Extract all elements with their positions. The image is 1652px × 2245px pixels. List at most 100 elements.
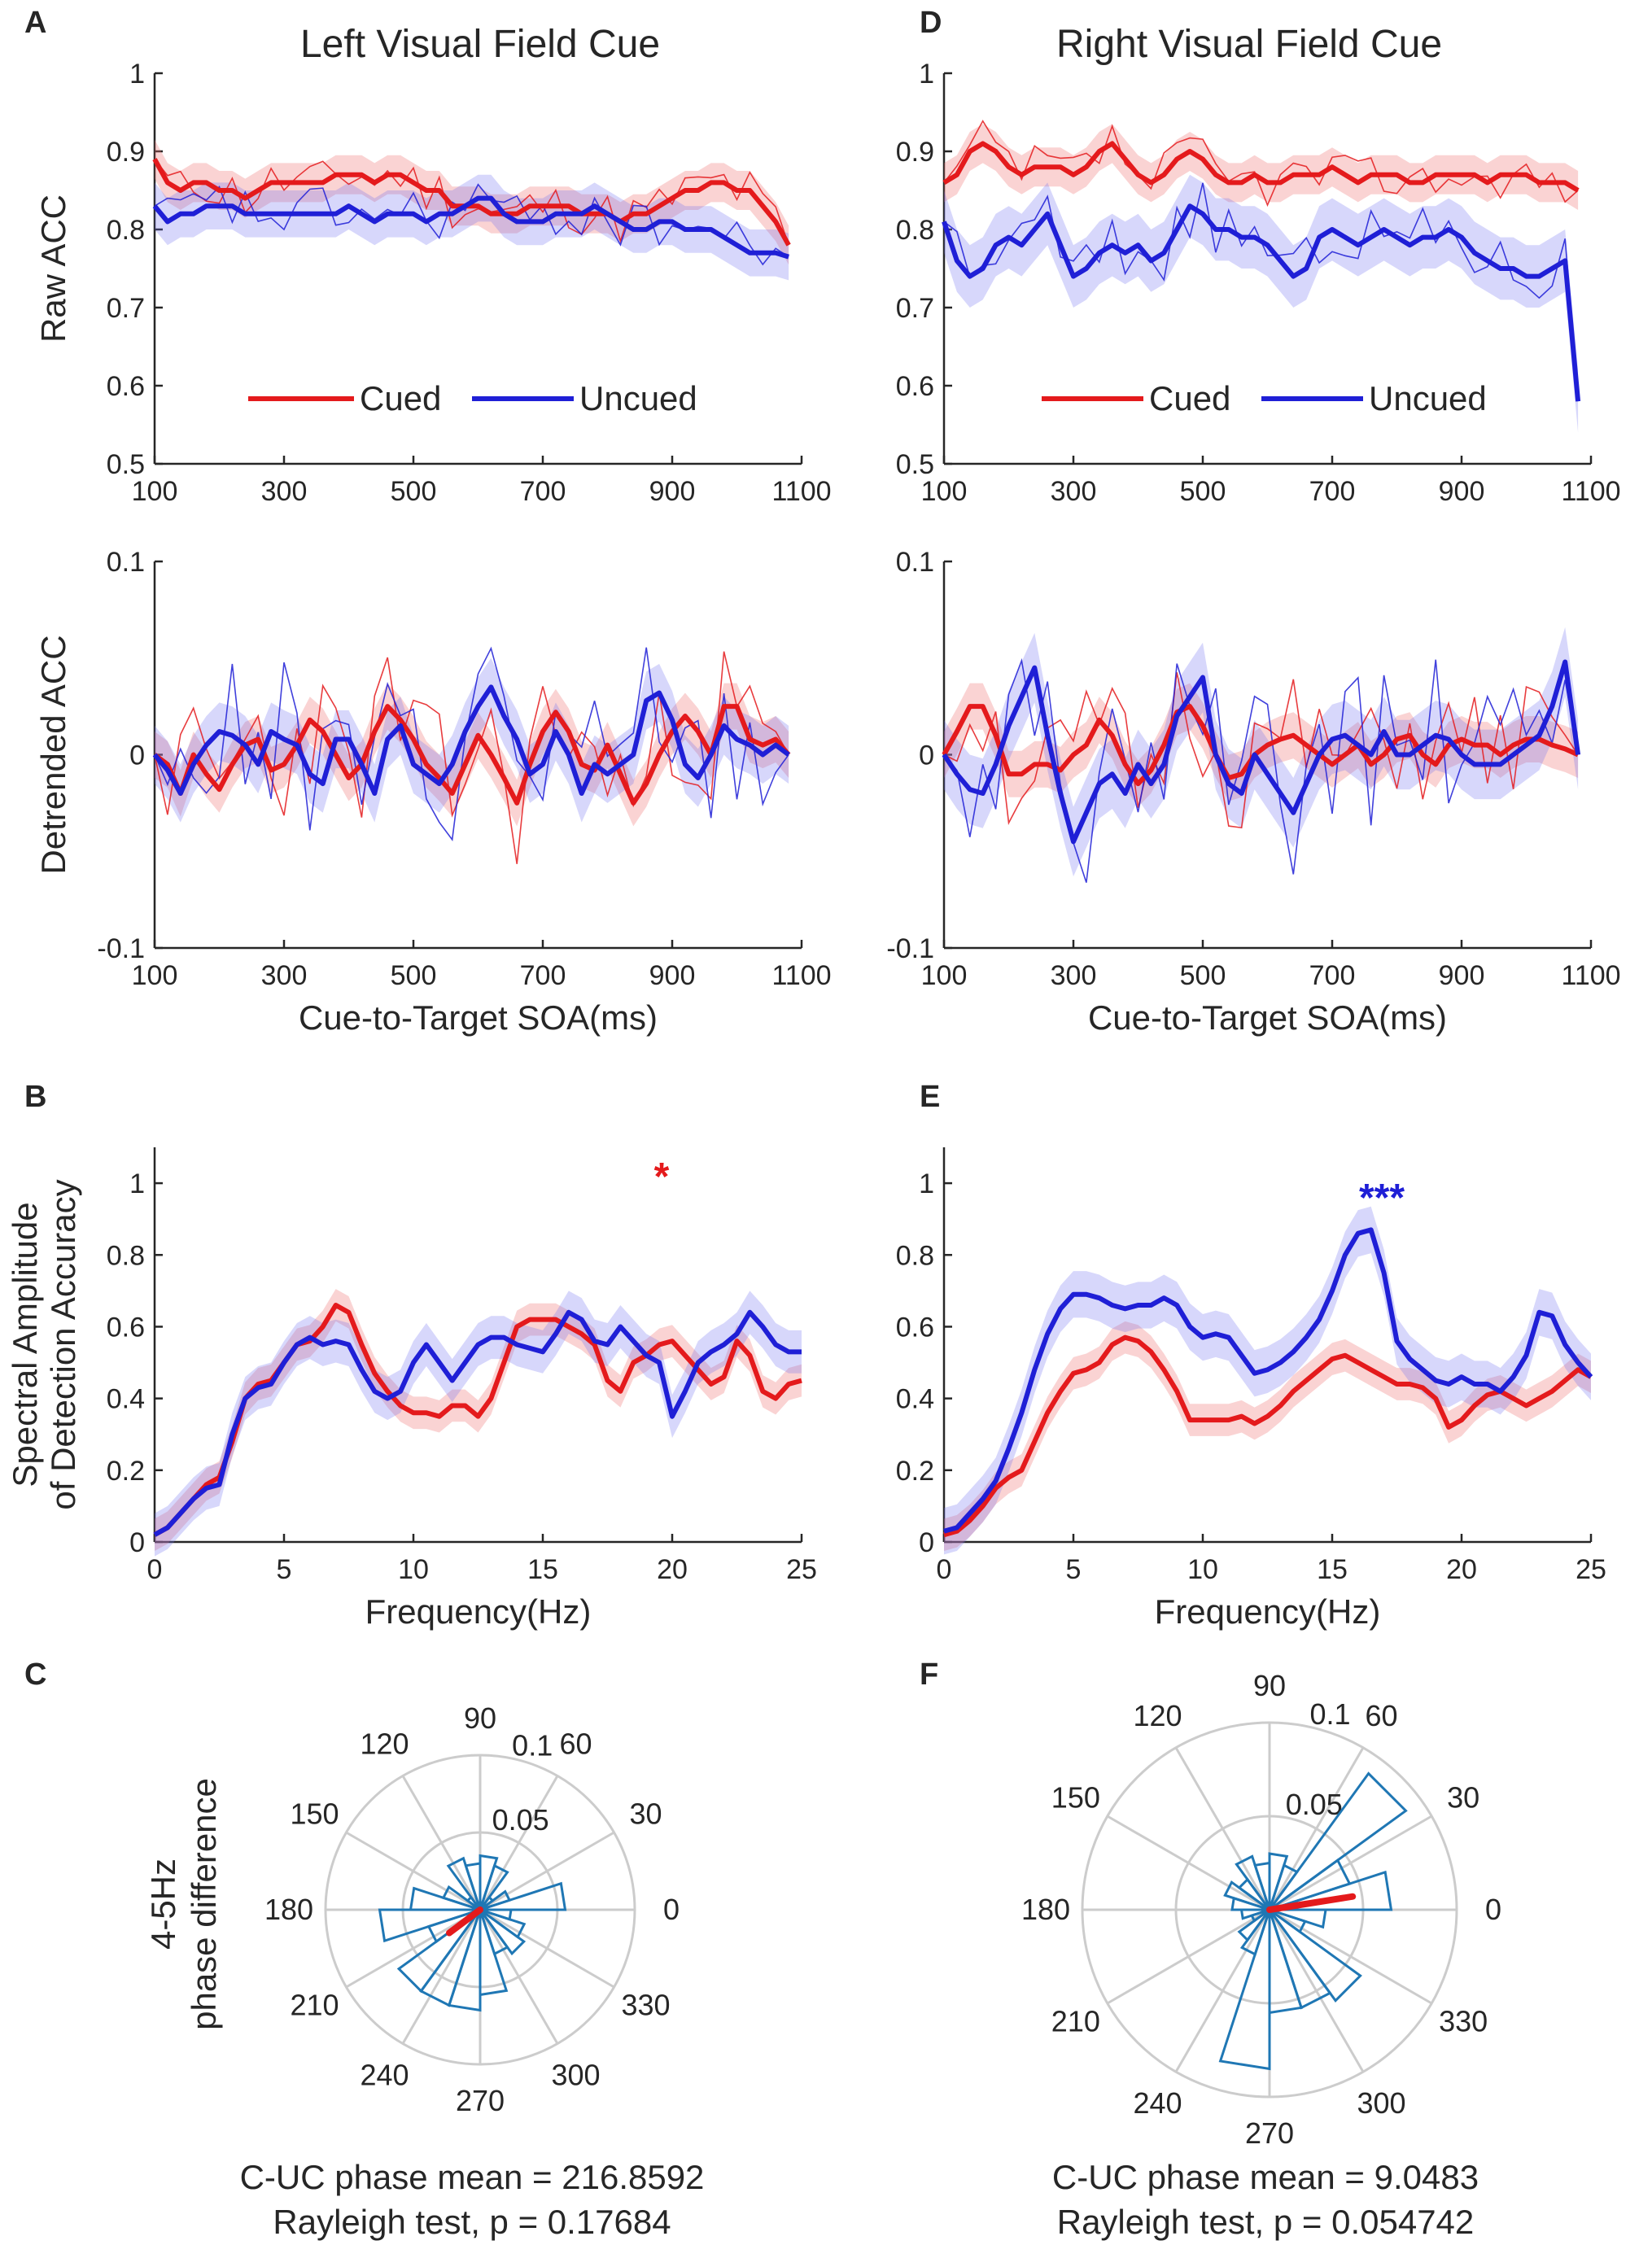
x-tick-label: 5	[277, 1554, 292, 1585]
polar-angle-label: 330	[621, 1989, 670, 2022]
raw-line-cued	[943, 120, 1579, 207]
polar-angle-label: 30	[629, 1797, 662, 1831]
x-tick-label: 100	[132, 960, 178, 991]
polar-bin	[1268, 1908, 1362, 2003]
x-tick-label: 25	[1576, 1554, 1606, 1585]
x-tick-label: 100	[132, 476, 178, 507]
chart-d-detrended: 100 300 500 700 900 1100 -0.1 0 0.1 Cue-to-Target…	[886, 547, 1620, 1037]
x-axis-label: Frequency(Hz)	[1155, 1592, 1381, 1631]
y-tick-label: 0.6	[107, 1312, 145, 1343]
y-tick-label: 1	[129, 59, 145, 90]
x-tick-label: 900	[649, 476, 696, 507]
y-axis-label: Raw ACC	[34, 194, 72, 343]
series-line-uncued	[943, 1227, 1593, 1534]
polar-spoke	[1174, 1909, 1271, 2072]
series-line-uncued	[942, 659, 1581, 845]
polar-angle-label: 300	[1357, 2086, 1405, 2120]
polar-spoke	[1268, 1747, 1365, 1911]
polar-radius-label: 0.05	[1286, 1788, 1343, 1821]
polar-angle-label: 90	[1253, 1669, 1286, 1702]
legend-right: Cued Uncued	[1042, 379, 1487, 417]
legend-uncued-label: Uncued	[579, 379, 697, 417]
x-tick-label: 100	[921, 960, 968, 991]
chart-a-detrended: 100 300 500 700 900 1100 -0.1 0 0.1 Detrended ACC…	[34, 547, 832, 1037]
x-tick-label: 700	[1309, 960, 1356, 991]
y-tick-label: 0.8	[896, 1240, 934, 1271]
polar-bin	[479, 1881, 567, 1911]
left-stats-line1: C-UC phase mean = 216.8592	[240, 2158, 705, 2196]
polar-angle-label: 120	[1133, 1699, 1182, 1732]
y-tick-label: 1	[919, 59, 934, 90]
y-tick-label: 1	[919, 1168, 934, 1199]
x-tick-label: 0	[937, 1554, 952, 1585]
x-tick-label: 300	[261, 960, 308, 991]
y-tick-label: 0.7	[107, 293, 145, 324]
chart-a-raw: 100 300 500 700 900 1100 0.5 0.6 0.7 0.8 0.9 1 Raw A…	[34, 59, 832, 507]
polar-spoke	[401, 1909, 482, 2045]
x-tick-label: 700	[520, 960, 566, 991]
y-tick-label: 0.2	[896, 1456, 934, 1487]
polar-spoke	[479, 1908, 615, 1989]
polar-spoke	[479, 1909, 559, 2045]
y-tick-label: 0.5	[896, 449, 934, 480]
y-tick-label: 0.5	[107, 449, 145, 480]
x-tick-label: 20	[1446, 1554, 1477, 1585]
polar-angle-label: 210	[1051, 2005, 1100, 2038]
series-line-cued	[153, 1303, 802, 1537]
polar-angle-label: 180	[264, 1893, 313, 1926]
x-tick-label: 0	[147, 1554, 163, 1585]
x-tick-label: 25	[786, 1554, 817, 1585]
panel-label-b: B	[24, 1080, 46, 1114]
y-tick-label: 0.8	[896, 215, 934, 246]
sig-marker-right: ***	[1359, 1177, 1405, 1220]
y-axis-label: Detrended ACC	[34, 635, 72, 874]
error-band-cued	[944, 1321, 1591, 1552]
sig-marker-left: *	[654, 1155, 670, 1199]
y-tick-label: 0	[129, 1527, 145, 1558]
x-tick-label: 1100	[1561, 476, 1620, 507]
y-tick-label: 1	[129, 1168, 145, 1199]
polar-angle-label: 30	[1447, 1781, 1479, 1815]
y-tick-label: 0.9	[896, 137, 934, 168]
polar-spoke	[1269, 1815, 1432, 1911]
x-axis-label: Cue-to-Target SOA(ms)	[1088, 998, 1447, 1037]
x-tick-label: 15	[527, 1554, 558, 1585]
x-tick-label: 1100	[1561, 960, 1620, 991]
y-tick-label: 0	[919, 740, 934, 771]
y-tick-label: 0.8	[107, 1240, 145, 1271]
series-line-uncued	[152, 195, 789, 260]
series-line-cued	[152, 158, 791, 247]
x-tick-label: 100	[921, 476, 968, 507]
polar-bin	[1269, 1908, 1327, 1929]
x-tick-label: 300	[1051, 476, 1097, 507]
polar-angle-label: 210	[290, 1989, 339, 2022]
x-tick-label: 300	[1051, 960, 1097, 991]
chart-f-polar: 0 30 60 90 120 150 180 210 240 270 300 330 0.05 0.1	[1021, 1669, 1501, 2150]
legend-uncued-label: Uncued	[1369, 379, 1487, 417]
polar-radius-label: 0.1	[512, 1728, 553, 1762]
right-stats-line1: C-UC phase mean = 9.0483	[1052, 2158, 1479, 2196]
polar-angle-label: 240	[1133, 2086, 1182, 2120]
polar-spoke	[1107, 1908, 1270, 2005]
x-tick-label: 500	[391, 960, 437, 991]
x-tick-label: 10	[1187, 1554, 1218, 1585]
polar-angle-label: 120	[360, 1727, 409, 1760]
polar-angle-label: 0	[663, 1893, 680, 1926]
y-axis-label: of Detection Accuracy	[44, 1179, 82, 1509]
chart-c-polar: 0 30 60 90 120 150 180 210 240 270 300 330 0.05 0.1	[264, 1701, 680, 2117]
series-line-uncued	[942, 203, 1581, 402]
polar-angle-label: 150	[1051, 1781, 1100, 1815]
polar-spoke	[1174, 1747, 1271, 1911]
polar-bin	[446, 1856, 482, 1911]
x-tick-label: 500	[1180, 960, 1226, 991]
left-column-title: Left Visual Field Cue	[300, 23, 660, 66]
y-tick-label: 0.6	[107, 371, 145, 402]
y-tick-label: 0.1	[107, 547, 145, 578]
polar-angle-label: 90	[464, 1701, 496, 1735]
polar-angle-label: 240	[360, 2059, 409, 2092]
x-tick-label: 20	[657, 1554, 688, 1585]
legend-cued-label: Cued	[1149, 379, 1230, 417]
raw-line-cued	[154, 651, 789, 864]
polar-spoke	[345, 1831, 481, 1911]
error-band-uncued	[155, 174, 789, 281]
